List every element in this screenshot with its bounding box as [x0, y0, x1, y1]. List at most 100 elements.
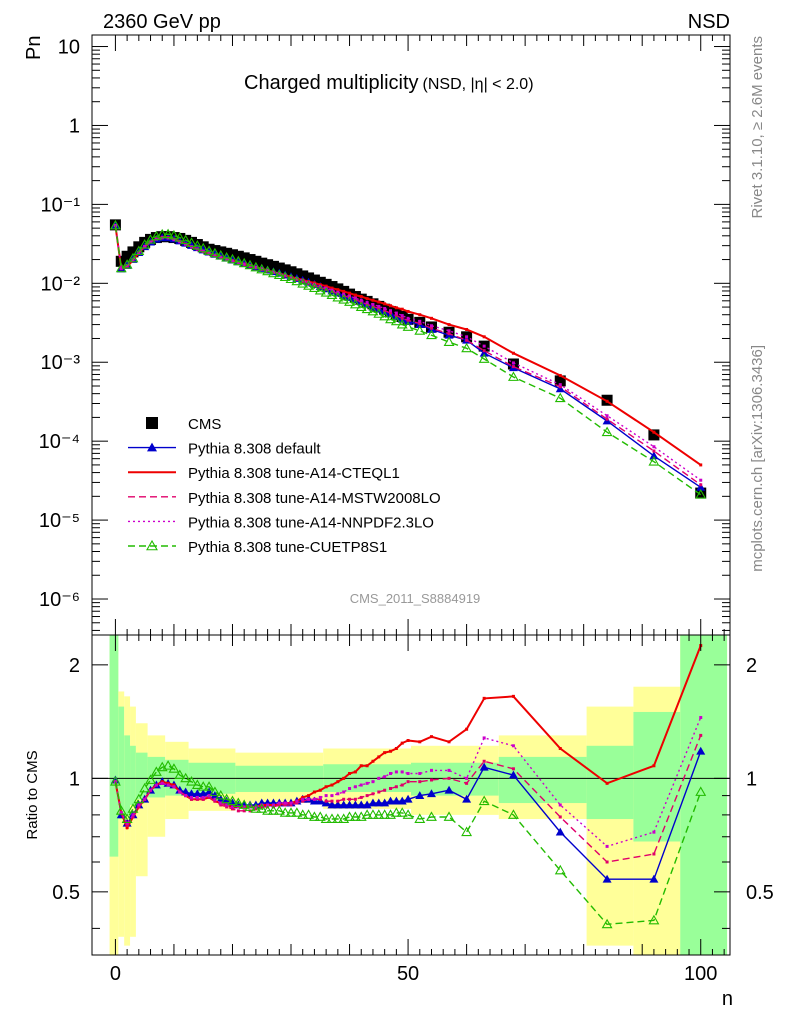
main-point-pythia-8-308-tune-a14-nnpdf2-3lo-47: [389, 309, 393, 313]
ratio-point-pythia-8-308-tune-cuetp8s1-22: [238, 799, 250, 809]
ratio-point-pythia-8-308-tune-a14-cteql1-32: [301, 795, 305, 799]
ratio-plot-frame: [91, 634, 731, 956]
main-point-pythia-8-308-tune-a14-mstw2008lo-56: [511, 365, 515, 369]
ratio-point-pythia-8-308-tune-a14-cteql1-33: [307, 794, 311, 798]
main-point-pythia-8-308-tune-cuetp8s1-45: [373, 308, 385, 318]
main-point-pythia-8-308-tune-cuetp8s1-2: [121, 259, 133, 269]
main-point-pythia-8-308-tune-a14-mstw2008lo-57: [558, 385, 562, 389]
main-point-pythia-8-308-tune-a14-mstw2008lo-47: [389, 311, 393, 315]
ratio-point-pythia-8-308-default-14: [192, 789, 202, 798]
main-point-pythia-8-308-tune-a14-cteql1-59: [652, 430, 656, 434]
ratio-point-pythia-8-308-tune-a14-nnpdf2-3lo-15: [201, 795, 205, 799]
ratio-point-pythia-8-308-tune-a14-nnpdf2-3lo-27: [271, 803, 275, 807]
ratio-point-pythia-8-308-tune-a14-nnpdf2-3lo-59: [652, 830, 656, 834]
ratio-point-pythia-8-308-tune-a14-mstw2008lo-58: [605, 860, 609, 864]
main-point-pythia-8-308-tune-a14-mstw2008lo-46: [383, 309, 387, 313]
y-axis-label-ratio: Ratio to CMS: [24, 750, 41, 839]
main-point-pythia-8-308-tune-a14-cteql1-39: [342, 289, 346, 293]
main-point-pythia-8-308-default-60: [696, 482, 706, 491]
ratio-point-pythia-8-308-tune-a14-nnpdf2-3lo-13: [190, 795, 194, 799]
ratio-point-pythia-8-308-tune-a14-mstw2008lo-43: [365, 794, 369, 798]
ratio-point-pythia-8-308-tune-a14-cteql1-46: [383, 751, 387, 755]
main-point-pythia-8-308-tune-a14-mstw2008lo-59: [652, 449, 656, 453]
ratio-point-pythia-8-308-tune-cuetp8s1-18: [215, 789, 227, 800]
ratio-point-pythia-8-308-default-52: [426, 789, 436, 798]
main-point-pythia-8-308-tune-a14-cteql1-53: [447, 323, 451, 327]
ratio-point-pythia-8-308-tune-a14-cteql1-57: [558, 746, 562, 750]
ratio-point-pythia-8-308-tune-a14-cteql1-59: [652, 764, 656, 768]
y-axis-label-main: Pn: [23, 36, 45, 60]
ratio-point-pythia-8-308-tune-a14-cteql1-9: [166, 781, 170, 785]
ratio-point-pythia-8-308-tune-a14-nnpdf2-3lo-44: [371, 780, 375, 784]
main-point-pythia-8-308-tune-cuetp8s1-47: [385, 313, 396, 324]
ratio-point-pythia-8-308-tune-a14-nnpdf2-3lo-51: [418, 772, 422, 776]
main-point-pythia-8-308-tune-cuetp8s1-25: [256, 263, 268, 274]
y-tick-label-main-7: 10⁻⁶: [39, 589, 80, 611]
main-point-pythia-8-308-tune-a14-mstw2008lo-55: [482, 349, 486, 353]
ratio-point-pythia-8-308-tune-a14-nnpdf2-3lo-12: [184, 794, 188, 798]
y-tick-label-main-0: 10: [58, 37, 80, 59]
main-point-pythia-8-308-tune-cuetp8s1-27: [268, 267, 279, 278]
ratio-point-pythia-8-308-tune-a14-mstw2008lo-32: [301, 799, 305, 803]
ratio-point-pythia-8-308-tune-a14-cteql1-41: [353, 770, 357, 774]
main-point-pythia-8-308-tune-a14-cteql1-57: [558, 373, 562, 377]
band-stat-2: [124, 735, 131, 815]
x-tick-label-100: 100: [684, 963, 717, 985]
main-point-pythia-8-308-tune-cuetp8s1-18: [215, 249, 227, 260]
main-point-pythia-8-308-tune-cuetp8s1-20: [227, 253, 238, 264]
ratio-point-pythia-8-308-tune-cuetp8s1-15: [197, 781, 209, 791]
ratio-line-pythia-8-308-tune-cuetp8s1: [114, 765, 702, 926]
ratio-point-pythia-8-308-tune-a14-mstw2008lo-48: [394, 785, 398, 789]
ratio-point-pythia-8-308-tune-cuetp8s1-56: [507, 809, 519, 819]
main-point-cms-31: [291, 268, 303, 280]
main-point-pythia-8-308-tune-cuetp8s1-33: [303, 280, 315, 290]
ratio-point-pythia-8-308-tune-a14-nnpdf2-3lo-58: [605, 844, 609, 848]
ratio-point-pythia-8-308-tune-cuetp8s1-38: [332, 813, 344, 823]
ratio-point-pythia-8-308-tune-a14-mstw2008lo-14: [195, 797, 199, 801]
main-point-pythia-8-308-tune-cuetp8s1-54: [461, 342, 473, 353]
ratio-point-pythia-8-308-tune-a14-nnpdf2-3lo-29: [283, 801, 287, 805]
main-point-pythia-8-308-tune-cuetp8s1-14: [191, 240, 203, 250]
ratio-point-pythia-8-308-default-59: [649, 874, 659, 883]
ratio-point-pythia-8-308-tune-a14-nnpdf2-3lo-11: [178, 790, 182, 794]
band-stat-5: [147, 756, 166, 798]
ratio-point-pythia-8-308-tune-cuetp8s1-57: [554, 864, 566, 875]
ratio-point-pythia-8-308-tune-a14-mstw2008lo-46: [383, 788, 387, 792]
ratio-point-pythia-8-308-tune-cuetp8s1-43: [361, 809, 373, 819]
ratio-point-pythia-8-308-tune-a14-nnpdf2-3lo-41: [353, 785, 357, 789]
ratio-point-pythia-8-308-tune-a14-mstw2008lo-38: [336, 799, 340, 803]
main-point-pythia-8-308-tune-cuetp8s1-42: [355, 301, 367, 311]
main-point-pythia-8-308-tune-cuetp8s1-30: [285, 273, 297, 284]
band-stat-8: [235, 765, 324, 793]
ratio-point-pythia-8-308-tune-a14-nnpdf2-3lo-3: [131, 813, 135, 817]
ratio-point-pythia-8-308-tune-a14-nnpdf2-3lo-55: [482, 736, 486, 740]
ratio-point-pythia-8-308-tune-cuetp8s1-21: [232, 797, 244, 807]
ratio-point-pythia-8-308-default-40: [345, 800, 355, 809]
ratio-point-pythia-8-308-tune-a14-mstw2008lo-17: [213, 799, 217, 803]
ratio-point-pythia-8-308-tune-cuetp8s1-19: [221, 793, 233, 804]
ratio-point-pythia-8-308-tune-cuetp8s1-2: [121, 813, 133, 823]
band-stat-3: [130, 745, 136, 805]
ratio-point-pythia-8-308-default-45: [374, 798, 384, 807]
y-tick-label-ratio-right-1: 1: [746, 768, 757, 790]
x-tick-label-0: 0: [110, 963, 121, 985]
ratio-point-pythia-8-308-tune-a14-nnpdf2-3lo-14: [195, 795, 199, 799]
ratio-point-pythia-8-308-tune-cuetp8s1-53: [443, 811, 455, 821]
main-point-pythia-8-308-tune-a14-nnpdf2-3lo-20: [230, 259, 234, 263]
band-stat-0: [109, 635, 119, 857]
ratio-point-pythia-8-308-tune-cuetp8s1-44: [367, 809, 379, 819]
main-point-pythia-8-308-tune-a14-nnpdf2-3lo-6: [149, 240, 153, 244]
x-axis-label: n: [722, 988, 733, 1010]
main-point-cms-27: [267, 260, 279, 272]
ratio-point-pythia-8-308-tune-a14-mstw2008lo-20: [230, 807, 234, 811]
main-point-pythia-8-308-tune-a14-nnpdf2-3lo-60: [699, 478, 703, 482]
ratio-point-pythia-8-308-tune-a14-nnpdf2-3lo-6: [149, 788, 153, 792]
main-point-pythia-8-308-tune-a14-mstw2008lo-60: [699, 483, 703, 487]
ratio-point-pythia-8-308-tune-cuetp8s1-13: [186, 776, 197, 786]
band-stat-4: [135, 752, 148, 800]
main-point-pythia-8-308-tune-a14-cteql1-40: [348, 291, 352, 295]
band-stat-1: [118, 706, 125, 820]
y-tick-label-ratio-left-0.5: 0.5: [52, 882, 80, 904]
ratio-point-pythia-8-308-tune-cuetp8s1-58: [601, 918, 613, 929]
ratio-series-lines: [92, 644, 730, 929]
